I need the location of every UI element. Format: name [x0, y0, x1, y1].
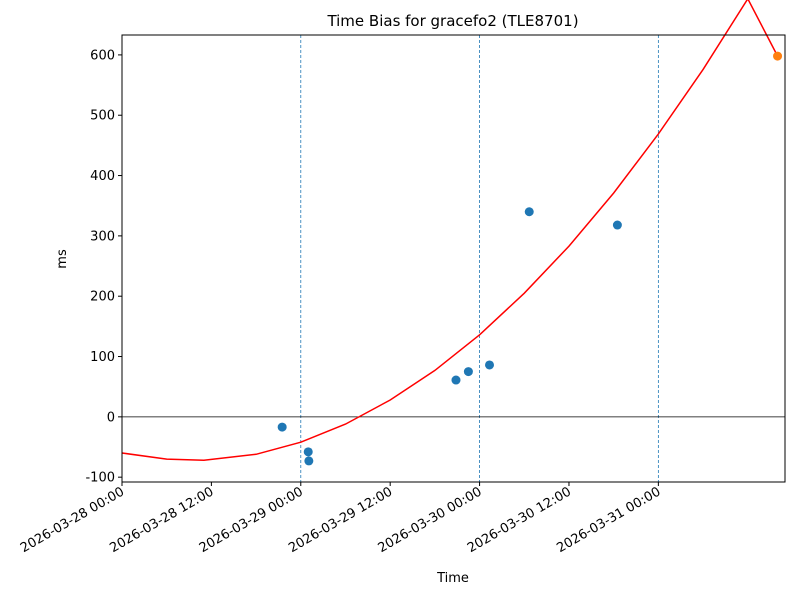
y-tick-label: 500: [90, 109, 115, 124]
y-tick-label: 200: [90, 290, 115, 305]
data-point: [773, 51, 783, 61]
plot-frame: [121, 34, 786, 483]
data-point: [485, 360, 495, 370]
y-tick-label: -100: [85, 471, 115, 486]
y-tick-label: 0: [107, 410, 115, 425]
data-point: [304, 456, 314, 466]
y-tick-label: 100: [90, 350, 115, 365]
data-point: [451, 375, 461, 385]
y-tick-label: 600: [90, 48, 115, 63]
data-point: [463, 367, 473, 377]
fit-curve: [121, 0, 779, 462]
chart-title: Time Bias for gracefo2 (TLE8701): [326, 12, 578, 30]
y-tick-label: 400: [90, 169, 115, 184]
x-axis-title: Time: [436, 571, 469, 586]
data-point: [277, 422, 287, 432]
y-axis-title: ms: [55, 249, 70, 269]
data-point: [612, 220, 622, 230]
y-tick-label: 300: [90, 229, 115, 244]
data-point: [303, 447, 313, 457]
data-point: [524, 207, 534, 217]
